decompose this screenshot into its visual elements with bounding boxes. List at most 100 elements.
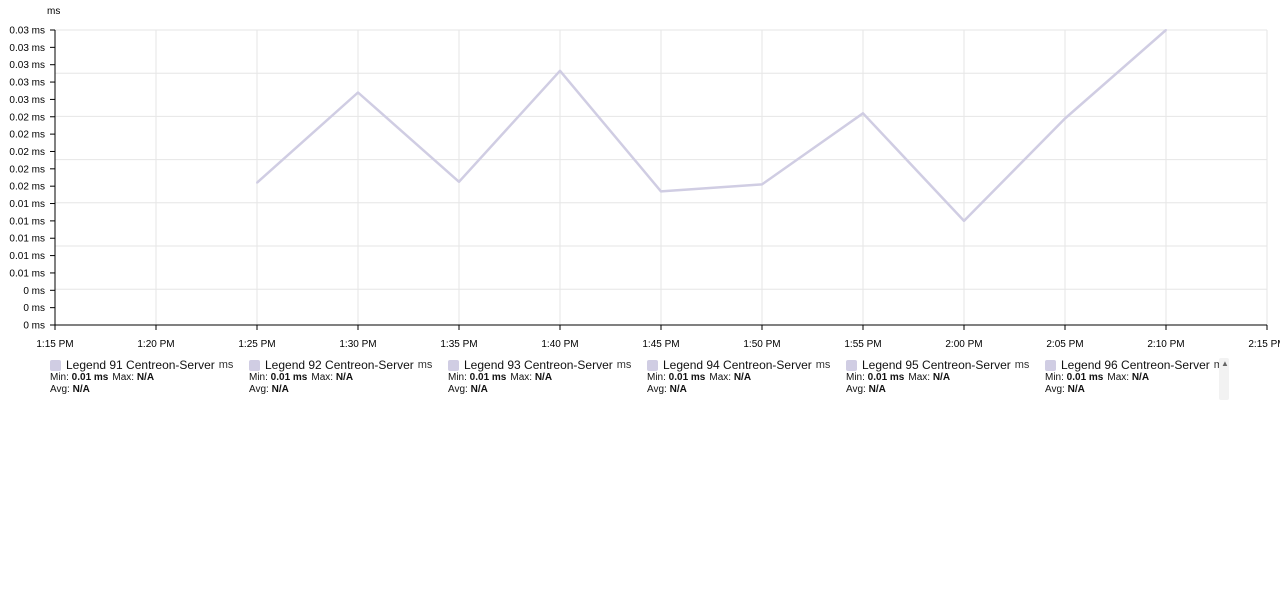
legend-item-unit: ms — [417, 359, 433, 371]
avg-label: Avg: — [448, 384, 471, 395]
y-tick-label: 0.01 ms — [9, 199, 45, 210]
avg-value: N/A — [271, 384, 289, 395]
legend-item-unit: ms — [815, 359, 831, 371]
legend-item-unit: ms — [616, 359, 632, 371]
legend-item-header: Legend 93 Centreon-Server ms — [448, 358, 647, 372]
performance-chart: ms 1:15 PM 1:20 PM 1:25 PM 1:30 PM 1:35 PM 1:4… — [9, 6, 1280, 350]
x-tick-label: 1:45 PM — [642, 339, 679, 350]
legend-item-header: Legend 94 Centreon-Server ms — [647, 358, 846, 372]
avg-label: Avg: — [846, 384, 869, 395]
legend-item-unit: ms — [218, 359, 234, 371]
legend-avg: Avg: N/A — [647, 384, 846, 396]
legend-item[interactable]: Legend 91 Centreon-Server ms Min: 0.01 ms M… — [50, 358, 249, 400]
x-tick-label: 2:05 PM — [1046, 339, 1083, 350]
series-point — [1064, 117, 1066, 120]
legend-min-max: Min: 0.01 ms Max: N/A — [647, 372, 846, 384]
legend-item-header: Legend 95 Centreon-Server ms — [846, 358, 1045, 372]
legend-item-header: Legend 91 Centreon-Server ms — [50, 358, 249, 372]
legend-min-max: Min: 0.01 ms Max: N/A — [846, 372, 1045, 384]
min-value: 0.01 ms — [668, 372, 706, 383]
x-tick-label: 2:00 PM — [945, 339, 982, 350]
y-tick-label: 0 ms — [23, 286, 45, 297]
legend-item[interactable]: Legend 93 Centreon-Server ms Min: 0.01 ms M… — [448, 358, 647, 400]
legend-avg: Avg: N/A — [846, 384, 1045, 396]
avg-value: N/A — [470, 384, 488, 395]
legend-color-swatch — [1045, 359, 1056, 371]
y-tick-label: 0.02 ms — [9, 147, 45, 158]
min-label: Min: — [1045, 372, 1067, 383]
y-axis-unit-label: ms — [47, 6, 60, 17]
x-tick-label: 2:15 PM — [1248, 339, 1280, 350]
min-value: 0.01 ms — [867, 372, 905, 383]
y-tick-label: 0.03 ms — [9, 60, 45, 71]
legend-scrollbar[interactable] — [1219, 358, 1229, 400]
y-tick-label: 0.01 ms — [9, 268, 45, 279]
avg-value: N/A — [669, 384, 687, 395]
legend-item-name: Legend 93 Centreon-Server — [464, 358, 613, 372]
avg-label: Avg: — [647, 384, 670, 395]
legend-color-swatch — [448, 359, 459, 371]
min-value: 0.01 ms — [270, 372, 308, 383]
legend-item-name: Legend 94 Centreon-Server — [663, 358, 812, 372]
x-tick-label: 1:40 PM — [541, 339, 578, 350]
series-point — [862, 112, 864, 115]
legend-avg: Avg: N/A — [448, 384, 647, 396]
tick-labels: ms 1:15 PM 1:20 PM 1:25 PM 1:30 PM 1:35 PM 1:4… — [9, 6, 1280, 350]
series-point — [660, 190, 662, 193]
y-tick-label: 0.03 ms — [9, 26, 45, 37]
avg-value: N/A — [1067, 384, 1085, 395]
legend-color-swatch — [50, 359, 61, 371]
series-point — [559, 69, 561, 72]
y-tick-label: 0.01 ms — [9, 234, 45, 245]
legend-avg: Avg: N/A — [249, 384, 448, 396]
x-tick-label: 2:10 PM — [1147, 339, 1184, 350]
x-tick-label: 1:15 PM — [36, 339, 73, 350]
y-tick-label: 0 ms — [23, 303, 45, 314]
avg-label: Avg: — [1045, 384, 1068, 395]
y-tick-label: 0 ms — [23, 321, 45, 332]
legend-min-max: Min: 0.01 ms Max: N/A — [249, 372, 448, 384]
series-point — [458, 180, 460, 183]
legend-item[interactable]: Legend 95 Centreon-Server ms Min: 0.01 ms M… — [846, 358, 1045, 400]
max-value: N/A — [136, 372, 155, 383]
y-tick-label: 0.03 ms — [9, 43, 45, 54]
max-label: Max: — [908, 372, 933, 383]
min-label: Min: — [249, 372, 271, 383]
legend-color-swatch — [846, 359, 857, 371]
min-label: Min: — [448, 372, 470, 383]
max-label: Max: — [112, 372, 137, 383]
legend-avg: Avg: N/A — [1045, 384, 1244, 396]
grid-lines — [55, 29, 1268, 325]
max-label: Max: — [510, 372, 535, 383]
x-tick-label: 1:55 PM — [844, 339, 881, 350]
legend-item[interactable]: Legend 92 Centreon-Server ms Min: 0.01 ms M… — [249, 358, 448, 400]
x-tick-label: 1:50 PM — [743, 339, 780, 350]
legend-min-max: Min: 0.01 ms Max: N/A — [448, 372, 647, 384]
legend-color-swatch — [647, 359, 658, 371]
min-label: Min: — [846, 372, 868, 383]
series-point — [761, 183, 763, 186]
max-value: N/A — [335, 372, 354, 383]
legend-item-name: Legend 91 Centreon-Server — [66, 358, 215, 372]
legend-item[interactable]: Legend 94 Centreon-Server ms Min: 0.01 ms M… — [647, 358, 846, 400]
legend-item-name: Legend 96 Centreon-Server — [1061, 358, 1210, 372]
legend-item-name: Legend 92 Centreon-Server — [265, 358, 414, 372]
y-tick-label: 0.01 ms — [9, 216, 45, 227]
max-value: N/A — [1131, 372, 1150, 383]
y-tick-label: 0.02 ms — [9, 130, 45, 141]
max-label: Max: — [1107, 372, 1132, 383]
min-value: 0.01 ms — [1066, 372, 1104, 383]
avg-label: Avg: — [50, 384, 73, 395]
max-value: N/A — [932, 372, 951, 383]
series-point — [256, 181, 258, 184]
legend-avg: Avg: N/A — [50, 384, 249, 396]
y-tick-label: 0.03 ms — [9, 78, 45, 89]
legend: Legend 91 Centreon-Server ms Min: 0.01 ms M… — [50, 358, 1250, 400]
legend-item-name: Legend 95 Centreon-Server — [862, 358, 1011, 372]
scroll-up-icon[interactable]: ▲ — [1221, 359, 1229, 368]
legend-item-unit: ms — [1014, 359, 1030, 371]
series-point — [1165, 29, 1167, 31]
min-value: 0.01 ms — [469, 372, 507, 383]
